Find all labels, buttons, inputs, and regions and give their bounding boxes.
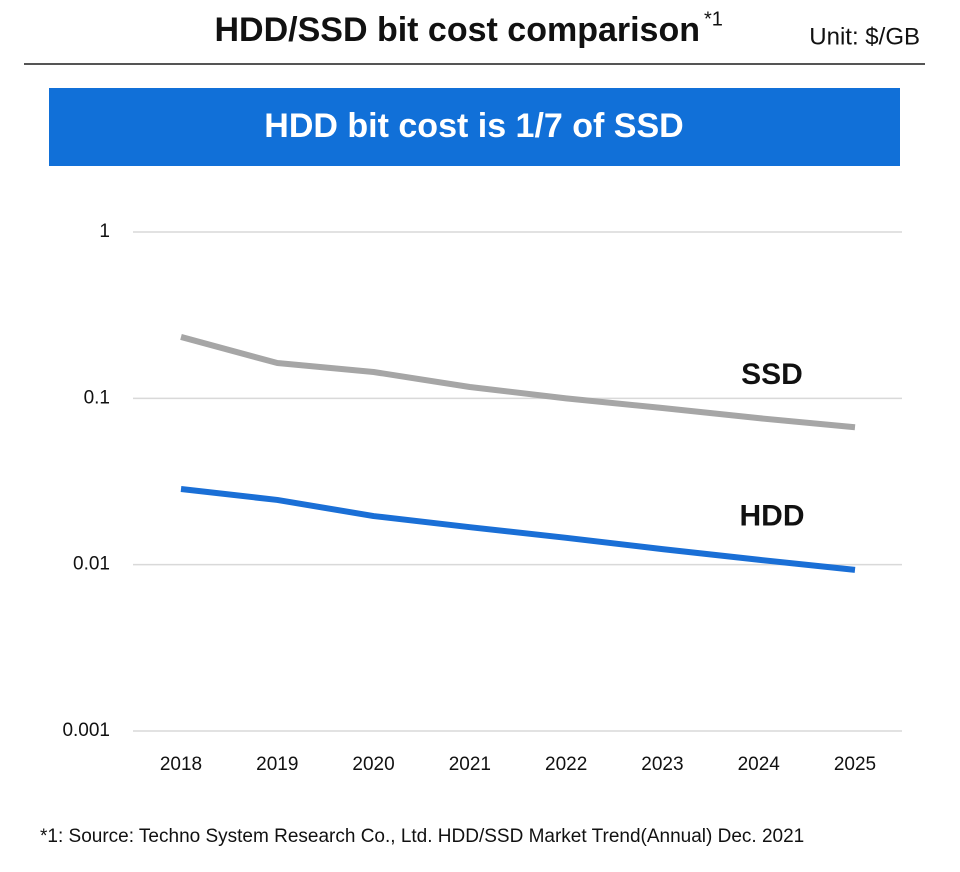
series-line	[180, 486, 856, 573]
series-line	[180, 334, 856, 431]
y-tick-label: 1	[99, 221, 110, 242]
x-tick-label: 2020	[352, 754, 394, 775]
x-tick-label: 2024	[738, 754, 781, 775]
y-tick-label: 0.01	[73, 554, 110, 575]
x-tick-label: 2018	[160, 754, 202, 775]
y-tick-label: 0.001	[62, 720, 110, 741]
footnote: *1: Source: Techno System Research Co., …	[40, 826, 804, 847]
y-tick-label: 0.1	[84, 387, 110, 408]
x-tick-label: 2021	[449, 754, 491, 775]
x-tick-label: 2022	[545, 754, 587, 775]
chart-title: HDD/SSD bit cost comparison	[214, 11, 700, 49]
title-note: *1	[704, 8, 723, 30]
x-tick-label: 2023	[641, 754, 683, 775]
banner-text: HDD bit cost is 1/7 of SSD	[264, 107, 683, 145]
x-tick-label: 2019	[256, 754, 298, 775]
x-tick-label: 2025	[834, 754, 876, 775]
series-label: SSD	[741, 358, 803, 391]
unit-label: Unit: $/GB	[809, 23, 920, 50]
banner	[49, 88, 900, 166]
series-label: HDD	[740, 500, 805, 533]
